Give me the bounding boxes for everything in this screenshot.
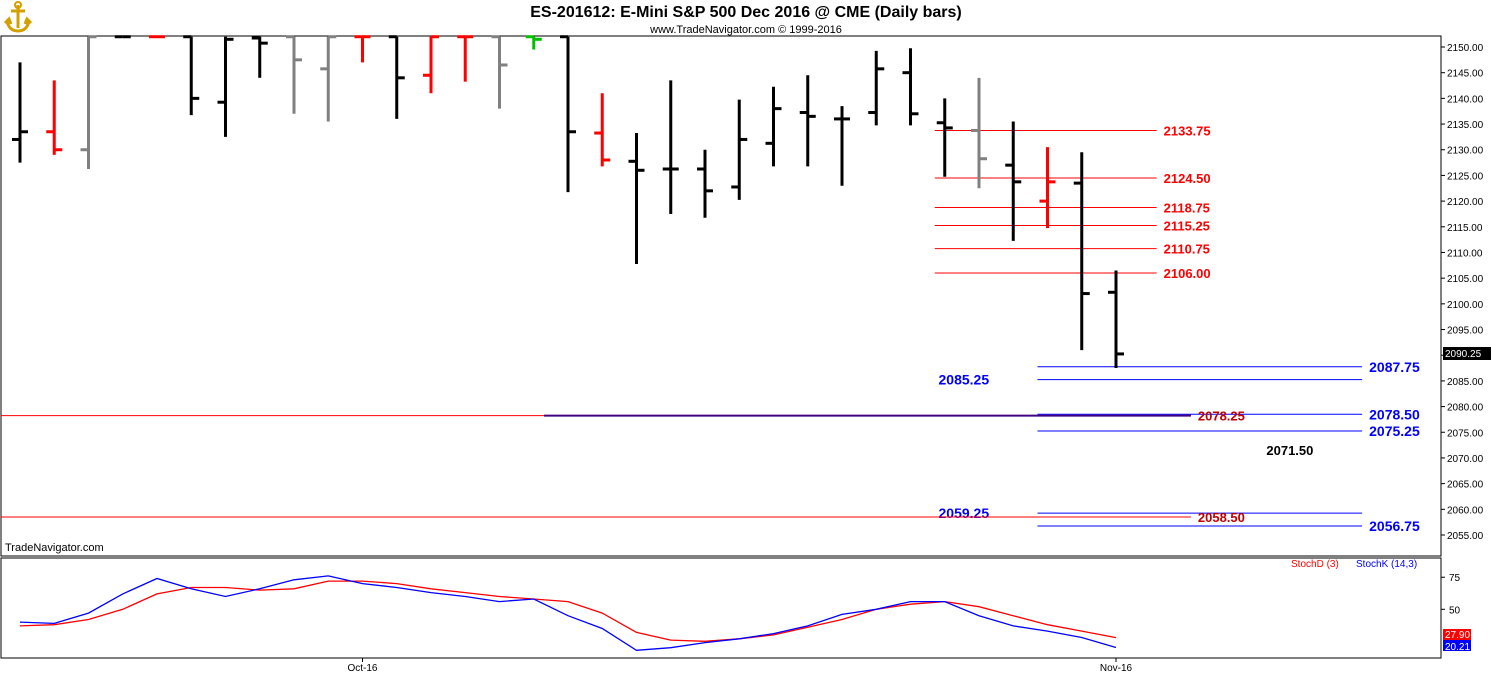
level-label: 2078.25 [1198,409,1245,424]
price-tick-label: 2065.00 [1447,480,1484,491]
price-levels: 2133.75 2124.50 2118.75 2115.25 2110.75 2106.… [1,123,1420,534]
ohlc-bar [799,75,816,167]
stochd-last-label: 27.90 [1445,630,1470,641]
ohlc-bar [971,77,987,189]
stochastic-panel [0,557,1442,659]
watermark: TradeNavigator.com [5,542,104,554]
price-tick-label: 2095.00 [1447,326,1484,337]
stochk-last-label: 20.21 [1445,642,1470,653]
time-tick-label: Oct-16 [347,663,377,674]
price-tick-label: 2075.00 [1447,428,1484,439]
chart-title: ES-201612: E-Mini S&P 500 Dec 2016 @ CME… [530,4,962,21]
price-tick-label: 2085.00 [1447,377,1484,388]
ohlc-bar [1005,121,1022,241]
time-tick-label: Nov-16 [1100,663,1133,674]
level-label: 2058.50 [1198,510,1245,525]
ohlc-bar [662,80,679,214]
ohlc-bar [183,35,200,116]
ohlc-bar [1073,152,1090,351]
stochastic-axis: 75 50 [1441,573,1461,616]
time-axis: Oct-16 Nov-16 [347,658,1133,674]
price-tick-label: 2100.00 [1447,300,1484,311]
price-tick-label: 2135.00 [1447,120,1484,131]
ohlc-bar [80,35,97,169]
stochk-last-tag [1443,640,1471,651]
ohlc-bar [525,35,542,50]
price-tick-label: 2115.00 [1447,223,1483,234]
ohlc-bar [286,35,302,114]
price-tick-label: 2105.00 [1447,274,1484,285]
ohlc-bar [697,149,713,218]
ohlc-bar [320,35,337,122]
price-tick-label: 2070.00 [1447,454,1484,465]
legend-stochk: StochK (14,3) [1356,559,1417,570]
level-label: 2124.50 [1164,171,1211,186]
stochastic-lines [19,575,1117,651]
ohlc-bar [628,133,645,265]
ohlc-bar [457,35,474,82]
level-label: 2133.75 [1164,123,1211,138]
price-tick-label: 2150.00 [1447,43,1484,54]
price-tick-label: 2055.00 [1447,531,1484,542]
ohlc-bar [560,35,576,193]
chart-subtitle: www.TradeNavigator.com © 1999-2016 [649,24,842,36]
ohlc-bar [388,35,405,119]
ohlc-bar [423,35,439,94]
level-label: 2085.25 [939,372,990,388]
ohlc-bar [765,86,782,167]
ohlc-bar [868,50,885,126]
level-label: 2071.50 [1266,443,1313,458]
level-label: 2115.25 [1164,219,1210,234]
price-tick-label: 2145.00 [1447,69,1484,80]
stoch-tick-label: 75 [1449,573,1461,584]
ohlc-bar [731,99,748,200]
price-tick-label: 2110.00 [1447,248,1483,259]
ohlc-bar [834,106,850,186]
ohlc-bar [12,62,28,163]
last-price-label: 2090.25 [1445,349,1482,360]
level-label: 2078.50 [1369,406,1420,422]
stoch-line-blue [19,575,1117,651]
price-tick-label: 2120.00 [1447,197,1484,208]
level-label: 2106.00 [1164,266,1211,281]
ohlc-bar [1039,147,1056,229]
ohlc-bar [491,35,508,109]
stochd-last-tag [1443,629,1471,640]
ohlc-bar [936,98,953,177]
ohlc-bar [217,36,234,137]
price-tick-label: 2080.00 [1447,403,1484,414]
level-label: 2087.75 [1369,359,1420,375]
ohlc-bars [12,35,1124,369]
ohlc-bar [1108,270,1124,369]
ohlc-bar [251,36,268,78]
legend-stochd: StochD (3) [1291,559,1339,570]
level-label: 2059.25 [939,505,990,521]
level-label: 2056.75 [1369,518,1420,534]
ohlc-bar [594,93,611,167]
price-tick-label: 2060.00 [1447,505,1484,516]
stoch-line-red [19,580,1117,642]
ohlc-bar [46,80,63,155]
level-label: 2110.75 [1164,242,1210,257]
price-tick-label: 2140.00 [1447,94,1484,105]
anchor-icon [0,0,36,36]
ohlc-bar [354,35,371,63]
stoch-tick-label: 50 [1449,605,1461,616]
price-axis: 2150.00 2145.00 2140.00 2135.00 2130.00 2125.… [1441,43,1484,542]
last-price-tag [1443,347,1491,360]
level-label: 2118.75 [1164,201,1210,216]
ohlc-bar [902,48,919,126]
level-label: 2075.25 [1369,423,1420,439]
price-panel [0,35,1442,557]
price-tick-label: 2125.00 [1447,171,1484,182]
price-tick-label: 2130.00 [1447,146,1484,157]
